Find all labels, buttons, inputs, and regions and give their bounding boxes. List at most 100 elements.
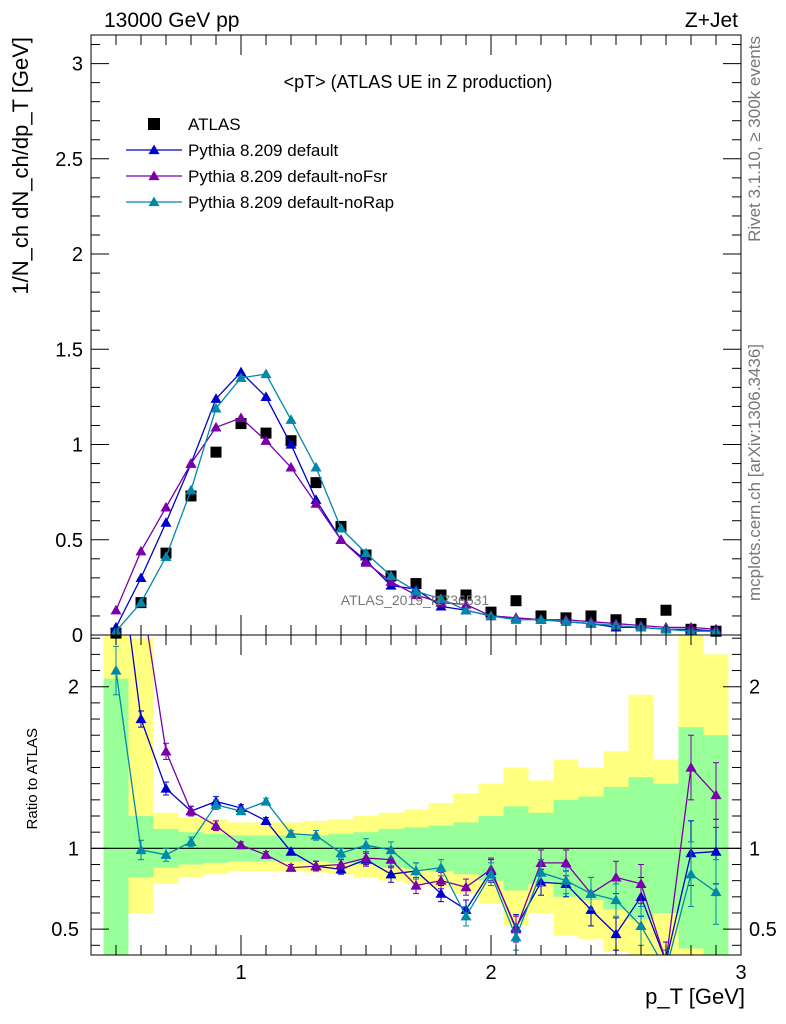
mc-point-default (285, 439, 297, 449)
ratio-point-noFsr (185, 805, 197, 816)
ratio-point-default (385, 868, 397, 879)
energy-label: 13000 GeV pp (104, 9, 239, 32)
mc-point-default (160, 517, 172, 527)
ratio-point-default (610, 928, 622, 939)
mc-point-noFsr (285, 461, 297, 472)
ratio-point-noRap (560, 875, 572, 885)
ratio-point-noFsr (635, 878, 647, 889)
x-tick-label: 1 (235, 962, 246, 984)
mc-point-default (135, 572, 147, 582)
legend-label: ATLAS (188, 115, 241, 134)
ratio-point-default (260, 815, 272, 825)
ratio-point-noRap (110, 665, 122, 675)
main-y-tick-label: 2 (72, 244, 83, 266)
mc-point-noFsr (135, 545, 147, 556)
legend-marker (148, 170, 160, 181)
ratio-point-noRap (260, 795, 272, 806)
mc-point-noRap (585, 618, 597, 628)
atlas-data-point (260, 427, 272, 439)
main-y-tick-label: 3 (72, 54, 83, 76)
ratio-point-noRap (185, 836, 197, 846)
mc-point-noFsr (185, 458, 197, 468)
mc-point-noRap (260, 368, 272, 379)
main-y-tick-label: 2.5 (55, 149, 83, 171)
ratio-point-default (710, 846, 722, 856)
ratio-point-noFsr (460, 881, 472, 892)
ratio-point-noRap (635, 920, 647, 931)
ratio-point-noRap (710, 886, 722, 897)
mc-point-default (235, 366, 247, 377)
main-y-tick-label: 0 (72, 625, 83, 647)
main-y-tick-label: 0.5 (55, 530, 83, 552)
ratio-point-noRap (585, 888, 597, 898)
ratio-point-noFsr (610, 871, 622, 882)
mc-point-noRap (510, 614, 522, 624)
ratio-point-noRap (385, 844, 397, 855)
mc-point-noRap (185, 484, 197, 495)
main-y-tick-label: 1.5 (55, 339, 83, 361)
mc-point-noRap (160, 551, 172, 562)
ratio-point-noRap (535, 867, 547, 877)
mc-point-noFsr (235, 412, 247, 422)
ratio-y-tick-label-right: 0.5 (749, 919, 777, 941)
x-axis-title: p_T [GeV] (645, 984, 745, 1009)
mc-point-noRap (435, 593, 447, 603)
x-tick-label: 3 (735, 962, 746, 984)
mc-point-noRap (360, 547, 372, 558)
ratio-point-noFsr (310, 860, 322, 871)
ratio-y-tick-label: 2 (68, 677, 79, 699)
ratio-point-noRap (435, 862, 447, 872)
ratio-point-noFsr (560, 857, 572, 868)
mc-point-noRap (335, 522, 347, 533)
ratio-y-tick-label: 1 (68, 838, 79, 860)
ratio-point-noFsr (685, 762, 697, 772)
legend-label: Pythia 8.209 default (188, 141, 339, 160)
ratio-point-noFsr (285, 862, 297, 872)
process-label: Z+Jet (685, 9, 738, 32)
legend-marker-atlas (148, 118, 160, 130)
main-panel (110, 366, 722, 639)
atlas-data-point (510, 595, 522, 607)
mc-point-noFsr (385, 576, 397, 586)
atlas-data-point (460, 589, 472, 601)
mcplots-label: mcplots.cern.ch [arXiv:1306.3436] (745, 344, 764, 601)
ratio-point-noFsr (360, 852, 372, 863)
legend-marker (148, 196, 160, 207)
ratio-y-tick-label-right: 1 (749, 838, 760, 860)
atlas-data-point (235, 418, 247, 430)
ratio-point-noFsr (435, 875, 447, 885)
ratio-point-noRap (510, 931, 522, 942)
ratio-point-noFsr (160, 745, 172, 756)
legend-label: Pythia 8.209 default-noFsr (188, 167, 388, 186)
mc-point-noRap (535, 614, 547, 624)
ratio-point-noFsr (410, 880, 422, 890)
ratio-point-noFsr (385, 854, 397, 864)
analysis-watermark: ATLAS_2019_I1736531 (341, 592, 490, 608)
mc-point-noRap (610, 619, 622, 630)
ratio-point-default (135, 713, 147, 724)
x-tick-label: 2 (485, 962, 496, 984)
mc-point-noFsr (260, 435, 272, 445)
mc-point-noFsr (335, 534, 347, 544)
band-green-bin (103, 678, 129, 955)
main-y-axis-title: 1/N_ch dN_ch/dp_T [GeV] (8, 37, 33, 295)
ratio-point-noRap (335, 847, 347, 858)
ratio-point-default (285, 846, 297, 856)
ratio-y-tick-label: 0.5 (51, 919, 79, 941)
legend-marker (148, 144, 160, 155)
mc-point-noRap (460, 604, 472, 615)
mc-point-noRap (135, 597, 147, 607)
ratio-point-noFsr (335, 858, 347, 869)
mc-point-noRap (210, 402, 222, 413)
ratio-point-noFsr (235, 839, 247, 850)
ratio-point-noRap (360, 839, 372, 850)
ratio-point-noFsr (260, 849, 272, 859)
ratio-panel (110, 635, 722, 955)
ratio-point-noRap (460, 910, 472, 921)
ratio-point-noRap (135, 844, 147, 855)
ratio-point-noRap (235, 805, 247, 816)
atlas-data-point (660, 604, 672, 616)
ratio-point-noRap (485, 868, 497, 879)
atlas-data-point (410, 578, 422, 590)
ratio-point-noRap (410, 865, 422, 876)
